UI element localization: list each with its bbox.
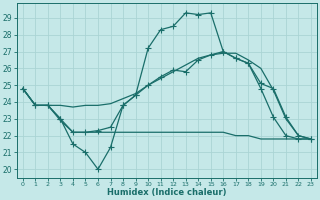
X-axis label: Humidex (Indice chaleur): Humidex (Indice chaleur) <box>107 188 227 197</box>
